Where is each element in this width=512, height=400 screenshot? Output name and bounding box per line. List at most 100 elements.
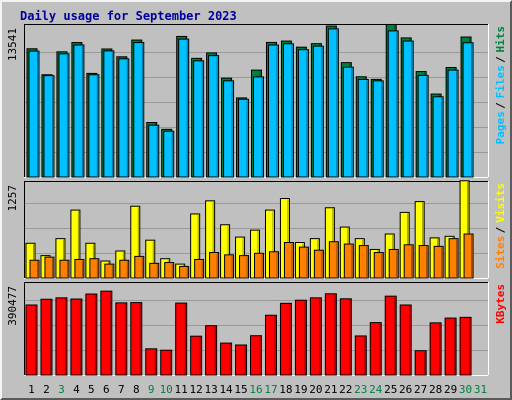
panel-2-legend-separator: / bbox=[494, 226, 507, 233]
x-tick-label: 23 bbox=[354, 383, 367, 396]
files-bar bbox=[163, 130, 175, 178]
kbytes-bar bbox=[130, 302, 143, 376]
kbytes-bar bbox=[250, 335, 263, 376]
panel-1-y-max-label: 13541 bbox=[6, 28, 19, 61]
sites-bar bbox=[254, 252, 265, 279]
kbytes-bar bbox=[205, 325, 218, 376]
files-bar bbox=[282, 43, 294, 178]
files-bar bbox=[253, 76, 265, 178]
panel-1-legend-hits: Hits bbox=[494, 26, 507, 53]
sites-bar bbox=[164, 262, 175, 279]
x-tick-label: 13 bbox=[204, 383, 217, 396]
files-bar bbox=[447, 69, 459, 178]
x-tick-label: 25 bbox=[384, 383, 397, 396]
kbytes-bar bbox=[264, 314, 277, 376]
panel-1-legend-separator: / bbox=[494, 102, 507, 109]
x-tick-label: 19 bbox=[294, 383, 307, 396]
panel-1-legend-separator: / bbox=[494, 56, 507, 63]
panel-1-legend-pages: Pages bbox=[494, 111, 507, 144]
panel-2-legend-visits: Visits bbox=[494, 183, 507, 223]
kbytes-bar bbox=[444, 317, 457, 376]
files-bar bbox=[372, 80, 384, 178]
files-bar bbox=[327, 28, 339, 178]
x-tick-label: 9 bbox=[148, 383, 155, 396]
sites-bar bbox=[328, 241, 339, 279]
kbytes-bar bbox=[70, 298, 83, 376]
x-tick-label: 14 bbox=[219, 383, 233, 396]
files-bar bbox=[432, 96, 444, 178]
files-bar bbox=[28, 50, 40, 178]
files-bar bbox=[402, 40, 414, 178]
files-bar bbox=[148, 124, 160, 178]
x-tick-label: 6 bbox=[103, 383, 110, 396]
sites-bar bbox=[403, 244, 414, 279]
kbytes-bar bbox=[309, 297, 322, 376]
x-tick-label: 4 bbox=[73, 383, 80, 396]
kbytes-bar bbox=[369, 322, 382, 376]
files-bar bbox=[178, 38, 190, 178]
kbytes-bar bbox=[399, 304, 412, 376]
files-bar bbox=[133, 42, 145, 178]
sites-bar bbox=[44, 256, 55, 279]
kbytes-bar bbox=[220, 342, 233, 376]
sites-bar bbox=[418, 245, 429, 279]
x-tick-label: 2 bbox=[43, 383, 50, 396]
sites-bar bbox=[104, 263, 115, 279]
sites-bar bbox=[29, 259, 40, 279]
x-tick-label: 18 bbox=[279, 383, 292, 396]
kbytes-bar bbox=[55, 297, 68, 376]
x-tick-label: 17 bbox=[264, 383, 277, 396]
kbytes-bar bbox=[175, 302, 188, 376]
files-bar bbox=[88, 74, 100, 178]
x-tick-label: 5 bbox=[88, 383, 95, 396]
files-bar bbox=[462, 42, 474, 178]
x-tick-label: 30 bbox=[459, 383, 472, 396]
sites-bar bbox=[89, 258, 100, 279]
sites-bar bbox=[119, 259, 130, 279]
kbytes-bar bbox=[100, 290, 113, 376]
kbytes-bar bbox=[115, 302, 128, 376]
x-tick-label: 11 bbox=[175, 383, 188, 396]
x-tick-label: 31 bbox=[474, 383, 487, 396]
kbytes-bar bbox=[160, 349, 173, 376]
sites-bar bbox=[224, 254, 235, 279]
x-tick-label: 16 bbox=[249, 383, 262, 396]
sites-bar bbox=[149, 262, 160, 279]
files-bar bbox=[238, 98, 250, 178]
x-tick-label: 1 bbox=[28, 383, 35, 396]
panel-2-y-max-label: 1257 bbox=[6, 185, 19, 212]
panel-3-y-max-label: 390477 bbox=[6, 286, 19, 326]
kbytes-bar bbox=[190, 335, 203, 376]
sites-bar bbox=[134, 255, 145, 279]
kbytes-bar bbox=[235, 344, 248, 376]
panel-1-legend-files: Files bbox=[494, 65, 507, 98]
kbytes-bar bbox=[279, 302, 292, 376]
sites-bar bbox=[179, 265, 190, 279]
files-bar bbox=[193, 60, 205, 178]
kbytes-bar bbox=[429, 322, 442, 376]
x-tick-label: 24 bbox=[369, 383, 383, 396]
files-bar bbox=[58, 53, 70, 178]
sites-bar bbox=[59, 259, 70, 279]
sites-bar bbox=[209, 252, 220, 279]
files-bar bbox=[223, 80, 235, 178]
sites-bar bbox=[268, 251, 279, 279]
x-tick-label: 28 bbox=[429, 383, 442, 396]
kbytes-bar bbox=[145, 348, 158, 376]
files-bar bbox=[297, 49, 309, 178]
files-bar bbox=[312, 45, 324, 178]
x-tick-label: 12 bbox=[190, 383, 203, 396]
x-tick-label: 22 bbox=[339, 383, 352, 396]
x-tick-label: 20 bbox=[309, 383, 322, 396]
panel-2-legend-sites: Sites bbox=[494, 236, 507, 269]
sites-bar bbox=[343, 243, 354, 279]
files-bar bbox=[103, 50, 115, 178]
sites-bar bbox=[448, 238, 459, 279]
x-tick-label: 27 bbox=[414, 383, 427, 396]
chart-title: Daily usage for September 2023 bbox=[20, 9, 237, 23]
sites-bar bbox=[239, 255, 250, 279]
files-bar bbox=[118, 58, 130, 178]
kbytes-bar bbox=[459, 316, 472, 376]
x-tick-label: 26 bbox=[399, 383, 412, 396]
